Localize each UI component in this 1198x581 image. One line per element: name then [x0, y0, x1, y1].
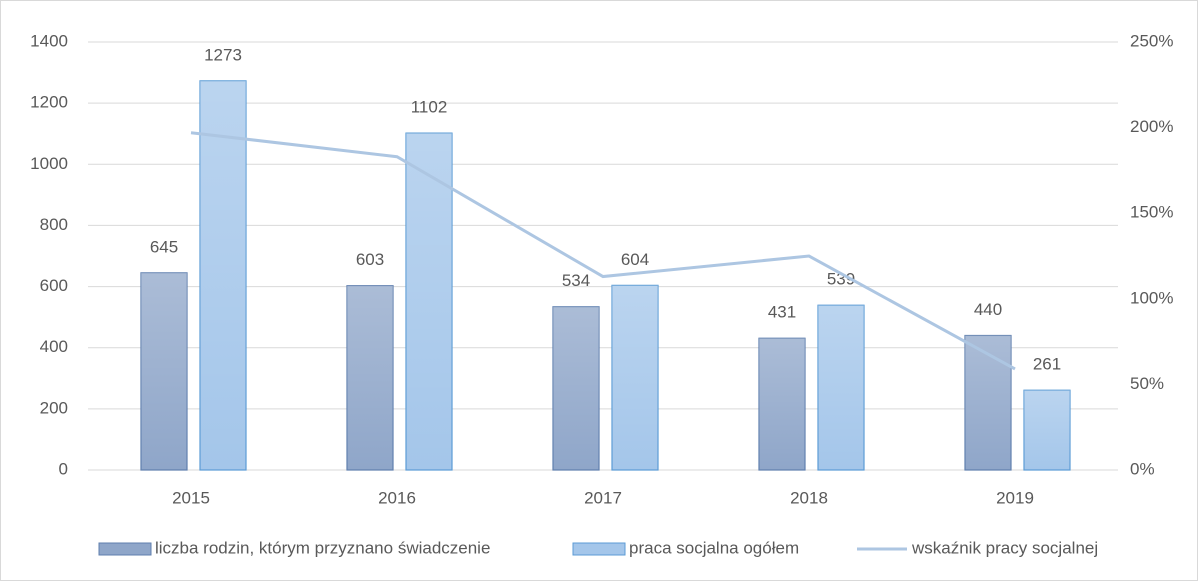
line [190, 131, 1016, 371]
bar-shade [141, 272, 187, 470]
bar-shade [1024, 390, 1070, 470]
y2-tick-label: 0% [1130, 459, 1155, 478]
legend-label: wskaźnik pracy socjalnej [911, 538, 1098, 557]
data-label: 1273 [204, 45, 242, 64]
x-tick-label: 2018 [790, 488, 828, 507]
x-tick-label: 2015 [172, 488, 210, 507]
bar-shade [965, 335, 1011, 470]
bar-shade [347, 285, 393, 470]
data-label: 1102 [411, 98, 448, 117]
bar-shade [553, 306, 599, 470]
y-tick-label: 200 [40, 398, 68, 417]
x-tick-label: 2017 [584, 488, 622, 507]
y-tick-label: 1400 [30, 31, 68, 50]
legend-label: praca socjalna ogółem [629, 538, 799, 557]
bar-shade [612, 285, 658, 470]
data-label: 261 [1033, 355, 1061, 374]
bar-shade [406, 133, 452, 471]
legend-swatch [98, 542, 152, 556]
legend-label: liczba rodzin, którym przyznano świadcze… [155, 538, 490, 557]
y-tick-label: 800 [40, 215, 68, 234]
data-label: 645 [150, 237, 178, 256]
data-label: 440 [974, 300, 1002, 319]
y-tick-label: 1200 [30, 93, 68, 112]
y2-tick-label: 100% [1130, 288, 1173, 307]
data-label: 534 [562, 271, 590, 290]
x-tick-label: 2016 [378, 488, 416, 507]
y2-tick-label: 200% [1130, 117, 1173, 136]
data-label: 604 [621, 250, 649, 269]
bar-shade [200, 80, 246, 470]
y2-tick-label: 250% [1130, 31, 1173, 50]
legend-swatch [572, 542, 626, 556]
data-label: 539 [827, 270, 855, 289]
y-tick-label: 1000 [30, 154, 68, 173]
x-tick-label: 2019 [996, 488, 1034, 507]
y-tick-label: 0 [59, 459, 68, 478]
y2-tick-label: 50% [1130, 374, 1164, 393]
bar-shade [818, 305, 864, 470]
data-label: 603 [356, 250, 384, 269]
y-tick-label: 600 [40, 276, 68, 295]
data-label: 431 [768, 303, 796, 322]
y2-tick-label: 150% [1130, 203, 1173, 222]
y-tick-label: 400 [40, 337, 68, 356]
bar-shade [759, 338, 805, 470]
